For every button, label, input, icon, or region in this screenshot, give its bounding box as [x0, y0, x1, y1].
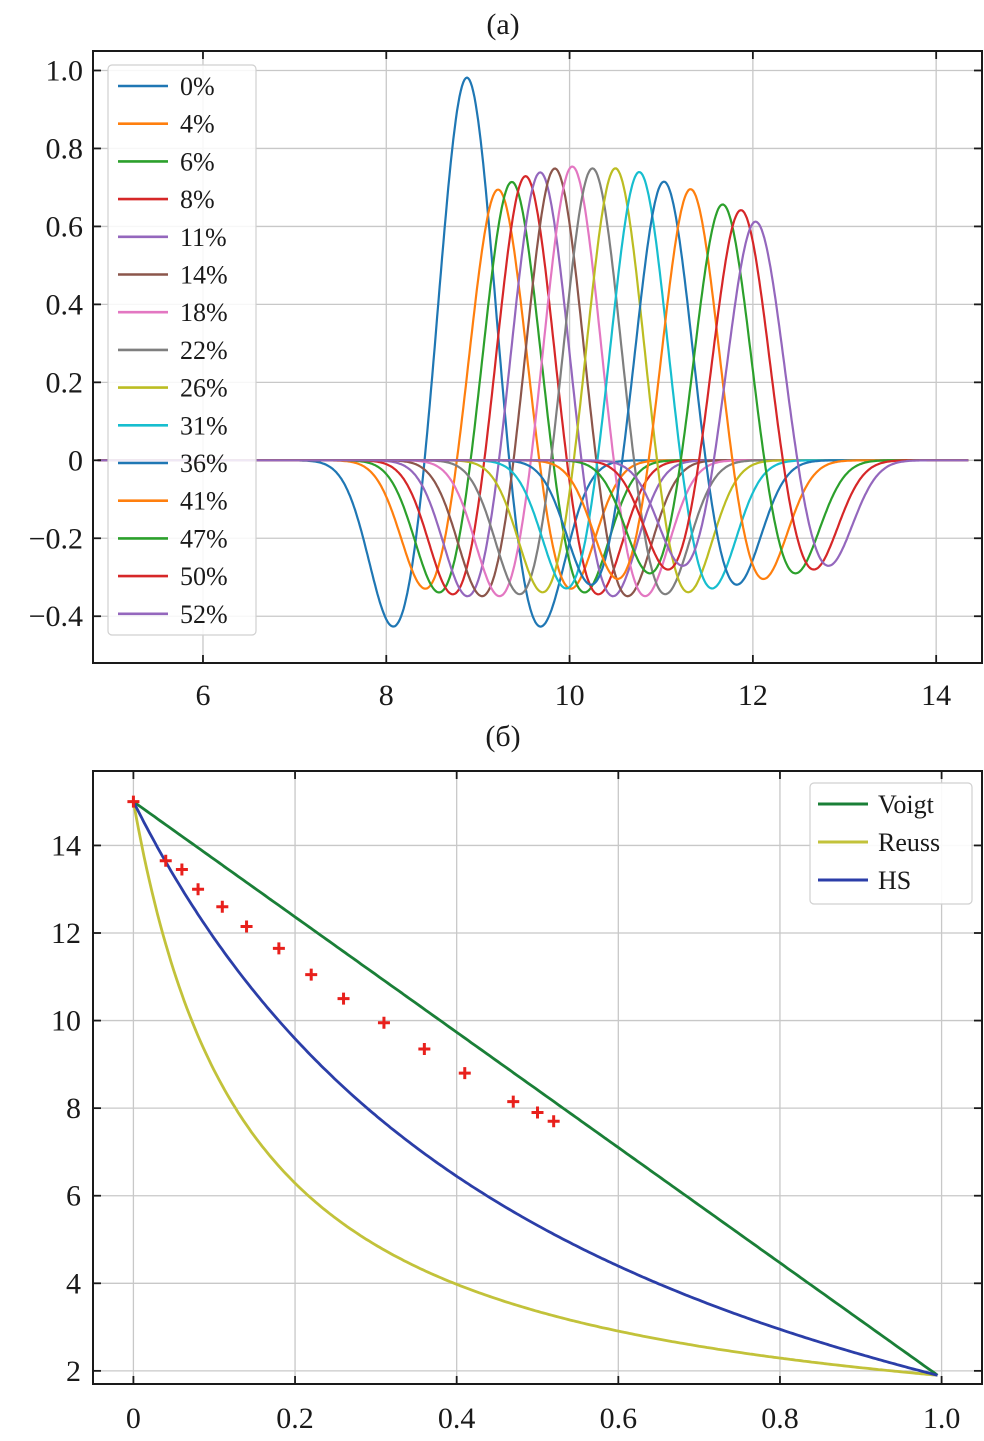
legend-label-a: 18% [180, 298, 228, 327]
legend-label-a: 8% [180, 185, 215, 214]
legend-label-a: 26% [180, 374, 228, 403]
x-tick-label-a: 6 [195, 679, 210, 712]
y-tick-label-a: 0.6 [46, 210, 84, 243]
x-tick-label-a: 10 [555, 679, 585, 712]
y-tick-label-b: 2 [66, 1355, 81, 1388]
x-tick-label-b: 0.8 [761, 1402, 799, 1435]
plot-frame-b [92, 770, 983, 1385]
measurement-point [377, 1016, 390, 1029]
x-tick-label-b: 0.2 [276, 1402, 314, 1435]
legend-label-a: 47% [180, 524, 228, 553]
x-tick-label-b: 1.0 [923, 1402, 961, 1435]
plot-frame-a [92, 50, 983, 664]
measurement-point [458, 1067, 471, 1080]
y-tick-label-a: 0.2 [46, 366, 84, 399]
measurement-point [272, 942, 285, 955]
measurement-point [127, 795, 140, 808]
measurement-point [305, 968, 318, 981]
x-tick-label-a: 12 [738, 679, 768, 712]
panel-b-label: (б) [485, 720, 520, 753]
measurement-point [192, 883, 205, 896]
legend-label-a: 6% [180, 147, 215, 176]
y-tick-label-a: 0.4 [46, 288, 84, 321]
legend-label-a: 14% [180, 261, 228, 290]
legend-label-a: 22% [180, 336, 228, 365]
y-tick-label-b: 4 [66, 1267, 81, 1300]
legend-box-a [107, 64, 257, 636]
x-tick-label-a: 8 [379, 679, 394, 712]
y-tick-label-a: 1.0 [46, 54, 84, 87]
x-tick-label-a: 14 [921, 679, 951, 712]
chart-b: 0 0.2 0.4 0.6 0.8 1.0 14 12 10 8 6 4 2 Voigt Reuss HS [51, 770, 983, 1435]
legend-label-a: 52% [180, 600, 228, 629]
y-tick-label-b: 10 [51, 1005, 81, 1038]
y-tick-label-a: 0 [68, 444, 83, 477]
measurement-point [175, 863, 188, 876]
y-tick-label-a: 0.8 [46, 132, 84, 165]
y-tick-label-a: −0.4 [29, 600, 83, 633]
legend-label-a: 4% [180, 110, 215, 139]
legend-box-b [809, 782, 973, 905]
y-tick-label-b: 12 [51, 917, 81, 950]
measurement-point [507, 1095, 520, 1108]
measurement-point [240, 920, 253, 933]
y-tick-label-b: 8 [66, 1092, 81, 1125]
model-line-voigt [132, 800, 939, 1377]
x-tick-label-b: 0.4 [438, 1402, 476, 1435]
legend-label-a: 31% [180, 411, 228, 440]
panel-a-label: (a) [486, 8, 519, 41]
measurement-point [531, 1106, 544, 1119]
legend-label-a: 50% [180, 562, 228, 591]
measurement-point [418, 1043, 431, 1056]
legend-label-a: 11% [180, 223, 227, 252]
y-tick-label-b: 6 [66, 1180, 81, 1213]
measurement-point [547, 1115, 560, 1128]
legend-a: 0% 4% 6% 8% 11% 14% 18% 22% 26% 31% 36% 41% 47% 50% 52… [107, 64, 257, 636]
legend-label-a: 41% [180, 487, 228, 516]
scatter-b [127, 795, 560, 1128]
x-tick-label-b: 0 [126, 1402, 141, 1435]
measurement-point [159, 854, 172, 867]
model-line-hs [132, 800, 938, 1377]
legend-label-b: Voigt [878, 790, 935, 819]
measurement-point [216, 900, 229, 913]
measurement-point [337, 992, 350, 1005]
legend-b: Voigt Reuss HS [809, 782, 973, 905]
legend-label-b: Reuss [878, 828, 940, 857]
legend-label-a: 0% [180, 72, 215, 101]
chart-a: 6 8 10 12 14 1.0 0.8 0.6 0.4 0.2 0 −0.2 −0.4 0% 4% 6% 8%… [29, 50, 983, 712]
x-tick-label-b: 0.6 [600, 1402, 638, 1435]
legend-label-a: 36% [180, 449, 228, 478]
legend-label-b: HS [878, 866, 911, 895]
y-tick-label-b: 14 [51, 829, 81, 862]
y-tick-label-a: −0.2 [29, 522, 83, 555]
model-line-reuss [132, 801, 938, 1377]
model-lines-b [132, 800, 939, 1377]
